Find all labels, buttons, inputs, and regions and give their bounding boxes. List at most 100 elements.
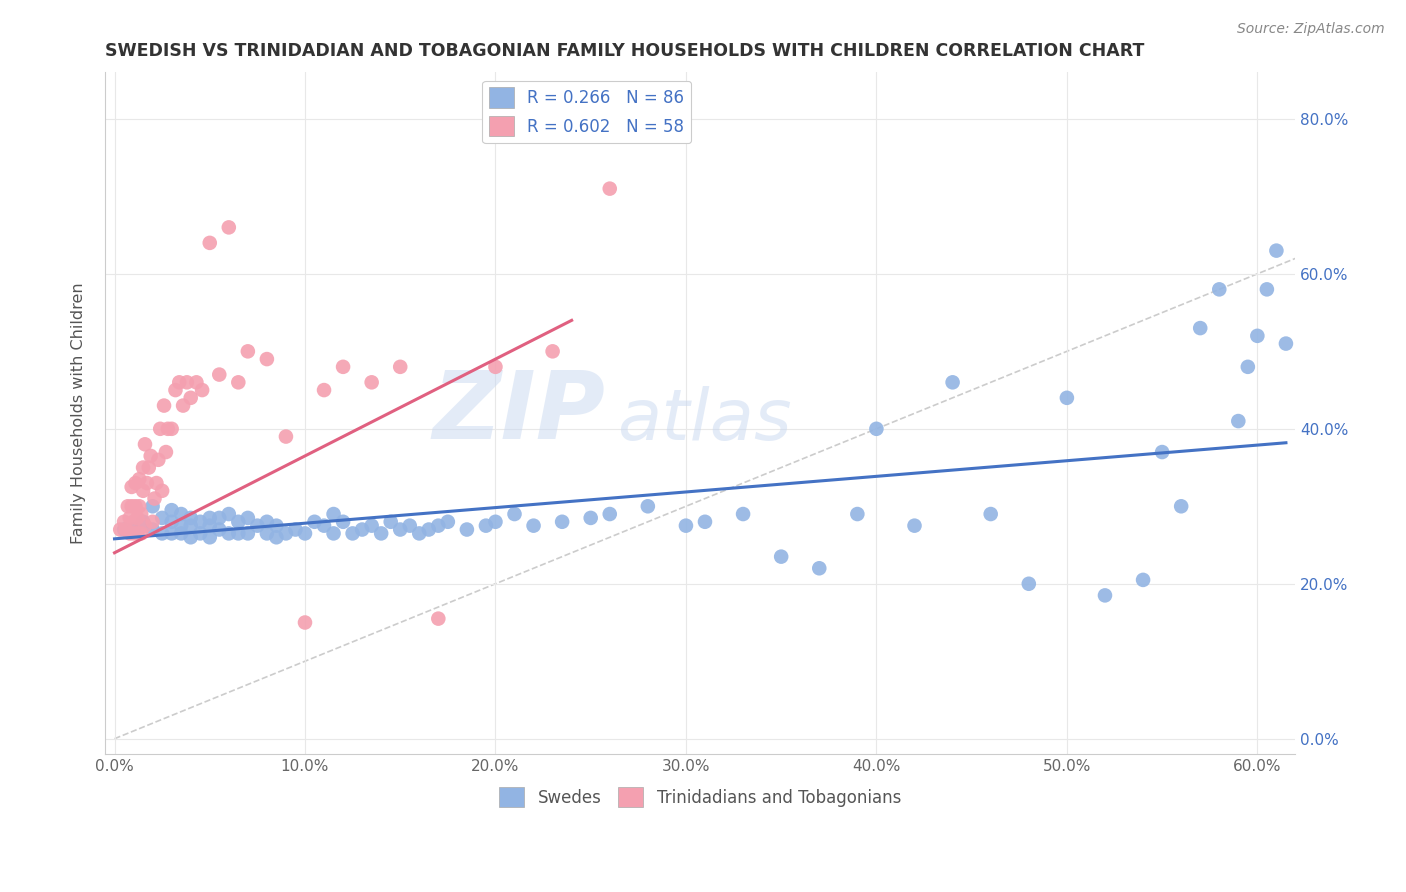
Point bbox=[675, 518, 697, 533]
Point bbox=[294, 615, 316, 630]
Point bbox=[266, 530, 288, 544]
Point bbox=[198, 530, 221, 544]
Point bbox=[342, 526, 364, 541]
Point bbox=[942, 376, 965, 390]
Point bbox=[304, 515, 326, 529]
Point bbox=[112, 523, 135, 537]
Point bbox=[437, 515, 460, 529]
Point bbox=[149, 422, 172, 436]
Point bbox=[1056, 391, 1078, 405]
Point bbox=[1275, 336, 1298, 351]
Point bbox=[180, 518, 202, 533]
Point bbox=[150, 511, 173, 525]
Point bbox=[360, 518, 382, 533]
Point bbox=[1227, 414, 1250, 428]
Point bbox=[160, 503, 183, 517]
Point bbox=[475, 518, 498, 533]
Point bbox=[284, 523, 307, 537]
Text: SWEDISH VS TRINIDADIAN AND TOBAGONIAN FAMILY HOUSEHOLDS WITH CHILDREN CORRELATIO: SWEDISH VS TRINIDADIAN AND TOBAGONIAN FA… bbox=[105, 42, 1144, 60]
Point bbox=[903, 518, 925, 533]
Point bbox=[352, 523, 374, 537]
Point bbox=[198, 518, 221, 533]
Point bbox=[165, 383, 187, 397]
Point bbox=[128, 472, 150, 486]
Point bbox=[456, 523, 478, 537]
Point bbox=[142, 523, 165, 537]
Point bbox=[1170, 500, 1192, 514]
Point bbox=[312, 518, 335, 533]
Point bbox=[148, 452, 170, 467]
Point bbox=[427, 518, 450, 533]
Point bbox=[132, 460, 155, 475]
Point bbox=[1132, 573, 1154, 587]
Point bbox=[142, 515, 165, 529]
Point bbox=[228, 515, 250, 529]
Point bbox=[160, 515, 183, 529]
Point bbox=[121, 500, 143, 514]
Point bbox=[124, 476, 146, 491]
Point bbox=[1189, 321, 1212, 335]
Point bbox=[1256, 282, 1278, 296]
Point bbox=[208, 368, 231, 382]
Point bbox=[180, 511, 202, 525]
Point bbox=[332, 359, 354, 374]
Point bbox=[312, 383, 335, 397]
Point bbox=[218, 507, 240, 521]
Point bbox=[143, 491, 166, 506]
Point bbox=[132, 515, 155, 529]
Point bbox=[150, 483, 173, 498]
Point bbox=[110, 523, 132, 537]
Point bbox=[1265, 244, 1288, 258]
Point bbox=[124, 500, 146, 514]
Point bbox=[170, 526, 193, 541]
Point bbox=[256, 352, 278, 367]
Point bbox=[180, 530, 202, 544]
Point bbox=[246, 518, 269, 533]
Point bbox=[408, 526, 430, 541]
Point bbox=[418, 523, 440, 537]
Point bbox=[1152, 445, 1174, 459]
Point bbox=[236, 526, 259, 541]
Point bbox=[127, 526, 149, 541]
Text: Source: ZipAtlas.com: Source: ZipAtlas.com bbox=[1237, 22, 1385, 37]
Point bbox=[236, 344, 259, 359]
Point bbox=[389, 523, 412, 537]
Point bbox=[112, 515, 135, 529]
Point bbox=[733, 507, 755, 521]
Point bbox=[599, 181, 621, 195]
Point bbox=[198, 511, 221, 525]
Point bbox=[266, 518, 288, 533]
Point bbox=[208, 523, 231, 537]
Point bbox=[170, 518, 193, 533]
Point bbox=[503, 507, 526, 521]
Point bbox=[128, 500, 150, 514]
Point bbox=[427, 612, 450, 626]
Point bbox=[770, 549, 793, 564]
Point bbox=[228, 526, 250, 541]
Point bbox=[522, 518, 544, 533]
Point bbox=[186, 376, 208, 390]
Point bbox=[122, 515, 145, 529]
Point bbox=[150, 526, 173, 541]
Point bbox=[170, 507, 193, 521]
Point bbox=[274, 429, 297, 443]
Point bbox=[153, 399, 176, 413]
Point bbox=[115, 523, 138, 537]
Point bbox=[322, 526, 344, 541]
Point bbox=[117, 500, 139, 514]
Point bbox=[693, 515, 716, 529]
Point bbox=[129, 526, 152, 541]
Point bbox=[484, 359, 506, 374]
Point bbox=[132, 483, 155, 498]
Point bbox=[135, 476, 157, 491]
Point bbox=[637, 500, 659, 514]
Point bbox=[122, 523, 145, 537]
Point bbox=[322, 507, 344, 521]
Point bbox=[188, 515, 211, 529]
Point bbox=[160, 526, 183, 541]
Legend: Swedes, Trinidadians and Tobagonians: Swedes, Trinidadians and Tobagonians bbox=[492, 780, 908, 814]
Point bbox=[134, 437, 156, 451]
Point bbox=[156, 422, 179, 436]
Point bbox=[808, 561, 831, 575]
Point bbox=[160, 422, 183, 436]
